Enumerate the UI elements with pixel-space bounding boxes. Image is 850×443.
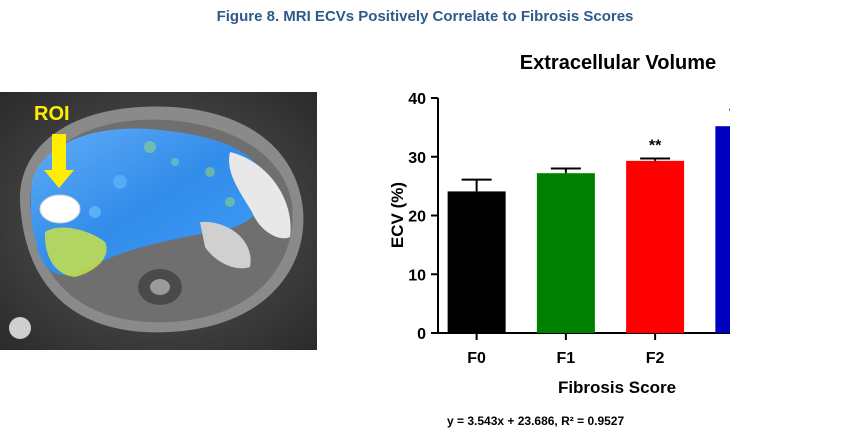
ecv-bar-chart: Extracellular Volume ECV (%) Fibrosis Sc… xyxy=(388,52,730,397)
bar-f0 xyxy=(447,191,506,333)
figure-title: Figure 8. MRI ECVs Positively Correlate … xyxy=(216,8,634,25)
bar-f1 xyxy=(536,173,595,333)
y-tick-label: 10 xyxy=(408,267,426,284)
significance-label: ** xyxy=(649,138,662,155)
bar-f3 xyxy=(715,126,730,333)
x-tick-label: F2 xyxy=(646,350,665,367)
roi-marker xyxy=(39,194,81,224)
roi-label: ROI xyxy=(34,103,70,125)
bar-f2 xyxy=(626,160,685,333)
mri-liver-image: ROI xyxy=(0,92,317,350)
y-tick-label: 20 xyxy=(408,209,426,226)
chart-title: Extracellular Volume xyxy=(520,52,716,74)
x-axis-label: Fibrosis Score xyxy=(558,378,676,397)
y-tick-label: 0 xyxy=(417,326,426,343)
regression-equation: y = 3.543x + 23.686, R² = 0.9527 xyxy=(447,414,625,428)
roi-arrow-icon xyxy=(44,134,74,188)
x-tick-label: F1 xyxy=(557,350,576,367)
x-tick-label: F0 xyxy=(467,350,486,367)
y-tick-label: 40 xyxy=(408,91,426,108)
y-tick-label: 30 xyxy=(408,150,426,167)
y-axis-label: ECV (%) xyxy=(388,182,407,248)
